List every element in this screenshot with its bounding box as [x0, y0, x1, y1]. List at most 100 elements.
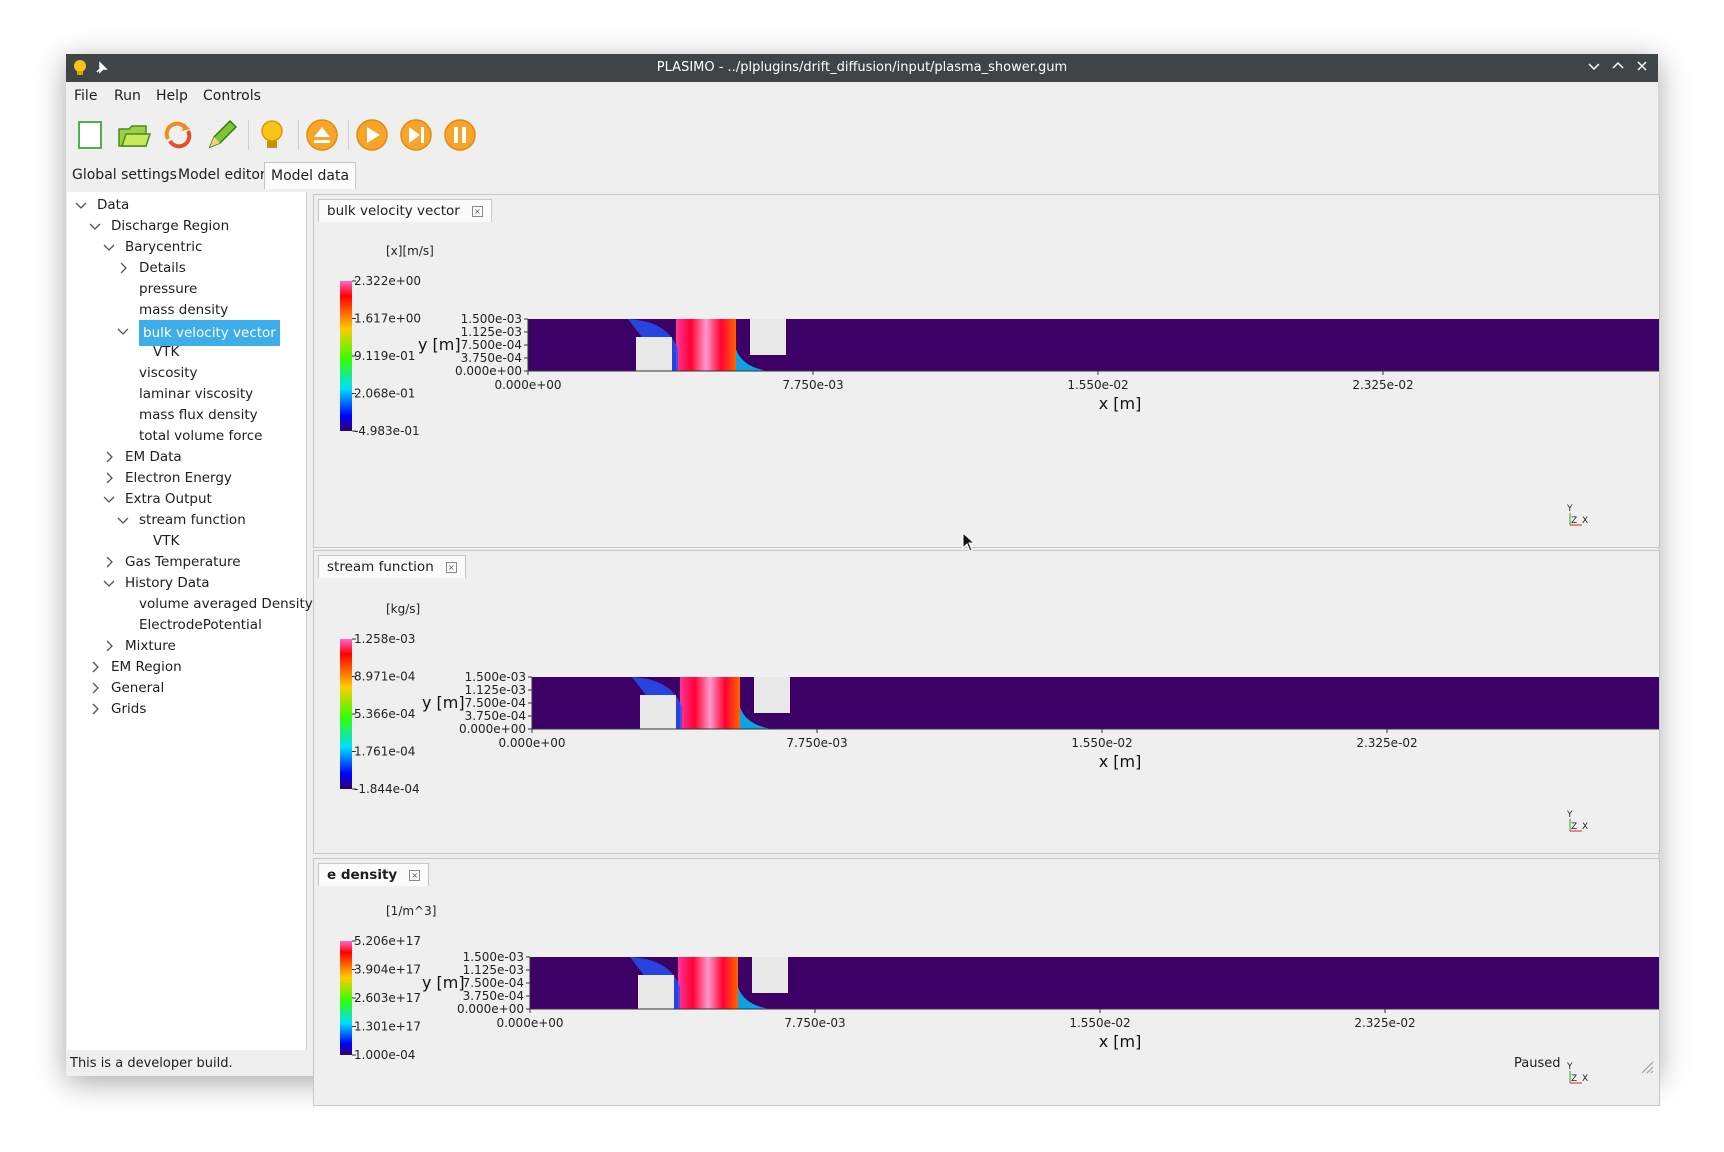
plot-canvas[interactable]: [x][m/s] 2.322e+00 1.617e+00 9.119e-01 2.068…	[314, 225, 1659, 547]
chevron-down-icon[interactable]	[103, 493, 115, 505]
x-axis-label: x [m]	[1099, 752, 1142, 771]
chevron-up-icon	[1612, 61, 1624, 69]
colorbar	[340, 281, 352, 431]
chevron-down-icon[interactable]	[75, 199, 87, 211]
triad-label: Y	[1566, 810, 1573, 820]
x-tick-label: 0.000e+00	[494, 378, 561, 392]
chevron-down-icon[interactable]	[103, 241, 115, 253]
electrode-block	[752, 957, 788, 993]
close-tab-icon[interactable]: ×	[445, 561, 457, 573]
chevron-right-icon[interactable]	[103, 640, 115, 652]
colorbar	[340, 941, 352, 1055]
mouse-cursor-icon	[962, 532, 976, 552]
close-button[interactable]	[1632, 58, 1652, 78]
colorbar-label: 5.366e-04	[354, 707, 415, 721]
status-bar: This is a developer build. Paused	[66, 1050, 1658, 1076]
step-icon[interactable]	[398, 117, 434, 153]
tree-item-label: bulk velocity vector	[139, 320, 280, 346]
maximize-button[interactable]	[1608, 58, 1628, 78]
close-icon	[1637, 61, 1647, 71]
menu-controls[interactable]: Controls	[203, 88, 261, 104]
menu-run[interactable]: Run	[114, 88, 141, 104]
colorbar-unit: [1/m^3]	[386, 904, 436, 918]
status-state: Paused	[1514, 1056, 1561, 1071]
electrode-block	[754, 677, 790, 713]
tree-item-label: ElectrodePotential	[139, 617, 262, 633]
toolbar	[66, 108, 1658, 160]
y-axis-label: y [m]	[418, 335, 461, 354]
chevron-right-icon[interactable]	[117, 262, 129, 274]
chevron-down-icon[interactable]	[117, 325, 129, 337]
colorbar-label: 2.603e+17	[354, 991, 421, 1005]
edit-icon[interactable]	[204, 117, 240, 153]
chevron-right-icon[interactable]	[89, 661, 101, 673]
chevron-down-icon[interactable]	[103, 577, 115, 589]
close-tab-icon[interactable]: ×	[409, 869, 421, 881]
window-title: PLASIMO - ../plplugins/drift_diffusion/i…	[656, 60, 1068, 75]
colorbar-label: 3.904e+17	[354, 963, 421, 977]
minimize-button[interactable]	[1584, 58, 1604, 78]
chevron-down-icon[interactable]	[89, 220, 101, 232]
tree-item-label: EM Data	[125, 449, 182, 465]
menu-help[interactable]: Help	[156, 88, 188, 104]
x-tick-label: 1.550e-02	[1069, 1016, 1130, 1030]
y-tick-label: 7.500e-04	[461, 338, 522, 352]
pin-icon[interactable]	[94, 61, 108, 75]
colorbar-label: 1.761e-04	[354, 745, 415, 759]
y-tick-label: 7.500e-04	[463, 976, 524, 990]
plot-tab[interactable]: e density ×	[318, 863, 430, 886]
plot-canvas[interactable]: [kg/s] 1.258e-03 8.971e-04 5.366e-04 1.761e-…	[314, 581, 1659, 853]
plot-panel-e-density: e density × [1/m^3] 5.206e+17 3.904e+17 2.603…	[313, 858, 1660, 1106]
plot-tab[interactable]: stream function ×	[318, 555, 466, 578]
chevron-right-icon[interactable]	[103, 556, 115, 568]
resize-grip-icon[interactable]	[1638, 1058, 1654, 1074]
triad-label: Z	[1571, 1074, 1577, 1084]
status-message: This is a developer build.	[70, 1056, 233, 1071]
y-tick-label: 3.750e-04	[461, 351, 522, 365]
y-tick-label: 1.125e-03	[463, 963, 524, 977]
lightbulb-icon[interactable]	[254, 117, 290, 153]
reload-icon[interactable]	[160, 117, 196, 153]
y-tick-label: 1.500e-03	[465, 670, 526, 684]
main-tabs: Global settings Model editor Model data	[66, 162, 1658, 189]
triad-label: Z	[1571, 516, 1577, 526]
open-folder-icon[interactable]	[116, 117, 152, 153]
x-tick-label: 2.325e-02	[1352, 378, 1413, 392]
plot-tab[interactable]: bulk velocity vector ×	[318, 199, 492, 222]
x-tick-label: 2.325e-02	[1354, 1016, 1415, 1030]
colorbar-label: 2.068e-01	[354, 387, 415, 401]
colorbar-label: -1.844e-04	[354, 782, 420, 796]
field-plot	[532, 677, 1659, 729]
colorbar	[340, 639, 352, 789]
tree-item-label: Electron Energy	[125, 470, 232, 486]
tree-item-label: Gas Temperature	[125, 554, 241, 570]
tab-model-editor[interactable]: Model editor	[178, 167, 266, 183]
pause-icon[interactable]	[442, 117, 478, 153]
plot-canvas[interactable]: [1/m^3] 5.206e+17 3.904e+17 2.603e+17 1.301e…	[314, 889, 1659, 1105]
data-tree[interactable]: Data Discharge Region Barycentric Details pr…	[67, 192, 313, 1050]
colorbar-unit: [x][m/s]	[386, 244, 434, 258]
eject-icon[interactable]	[304, 117, 340, 153]
chevron-down-icon[interactable]	[117, 514, 129, 526]
chevron-right-icon[interactable]	[103, 472, 115, 484]
axes-triad-icon: YZ X	[1566, 504, 1588, 526]
menu-bar: File Run Help Controls	[66, 82, 1658, 108]
colorbar-label: 1.258e-03	[354, 632, 415, 646]
chevron-right-icon[interactable]	[89, 682, 101, 694]
x-tick-label: 1.550e-02	[1067, 378, 1128, 392]
chevron-right-icon[interactable]	[89, 703, 101, 715]
plot-panel-bulk-velocity: bulk velocity vector × [x][m/s] 2.322e+00 1.…	[313, 194, 1660, 548]
play-icon[interactable]	[354, 117, 390, 153]
close-tab-icon[interactable]: ×	[471, 205, 483, 217]
triad-label: Y	[1566, 1062, 1573, 1072]
menu-file[interactable]: File	[74, 88, 98, 104]
tab-global-settings[interactable]: Global settings	[72, 167, 177, 183]
triad-label: X	[1582, 516, 1588, 526]
chevron-right-icon[interactable]	[103, 451, 115, 463]
y-axis-label: y [m]	[422, 973, 465, 992]
new-icon[interactable]	[72, 117, 108, 153]
tree-item-label: mass density	[139, 302, 229, 318]
toolbar-separator	[298, 120, 299, 150]
x-tick-label: 7.750e-03	[786, 736, 847, 750]
tab-model-data[interactable]: Model data	[264, 162, 357, 189]
